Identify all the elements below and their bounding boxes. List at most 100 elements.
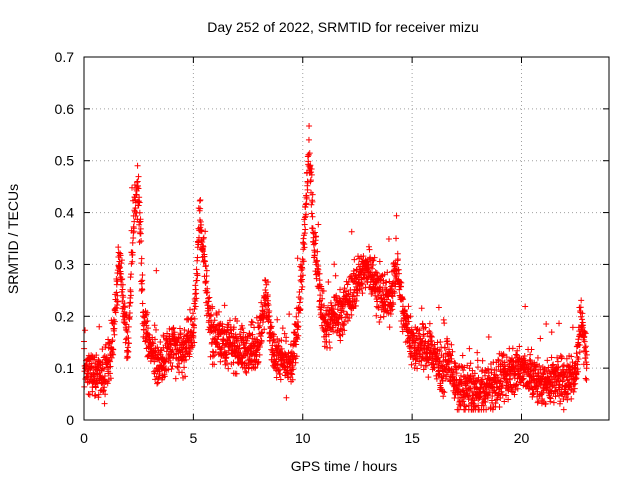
data-point — [130, 225, 137, 232]
data-point — [579, 316, 586, 323]
data-point — [496, 392, 503, 399]
x-tick-label: 0 — [80, 430, 88, 446]
data-point — [217, 330, 224, 337]
data-point — [474, 364, 481, 371]
data-point — [507, 372, 514, 379]
data-point — [501, 359, 508, 366]
data-point — [577, 313, 584, 320]
data-point — [268, 323, 275, 330]
data-point — [330, 328, 337, 335]
data-point — [315, 221, 322, 228]
data-point — [118, 276, 125, 283]
data-point — [127, 299, 134, 306]
data-point — [447, 351, 454, 358]
data-point — [448, 355, 455, 362]
data-point — [494, 374, 501, 381]
data-point — [319, 295, 326, 302]
data-point — [436, 357, 443, 364]
data-point — [87, 363, 94, 370]
data-point — [302, 214, 309, 221]
data-point — [153, 326, 160, 333]
data-point — [497, 377, 504, 384]
data-point — [577, 304, 584, 311]
grid-lines — [84, 57, 609, 420]
data-point — [576, 342, 583, 349]
data-point — [111, 325, 118, 332]
data-point — [295, 332, 302, 339]
data-point — [398, 317, 405, 324]
data-point — [416, 327, 423, 334]
data-point — [233, 370, 240, 377]
data-point — [357, 281, 364, 288]
data-point — [151, 370, 158, 377]
data-point — [534, 399, 541, 406]
data-point — [332, 272, 339, 279]
data-point — [359, 290, 366, 297]
data-point — [334, 306, 341, 313]
y-tick-label: 0 — [66, 412, 74, 428]
data-point — [101, 366, 108, 373]
data-point — [118, 270, 125, 277]
data-point — [110, 351, 117, 358]
data-point — [372, 269, 379, 276]
data-point — [194, 272, 201, 279]
data-point — [115, 244, 122, 251]
data-point — [353, 292, 360, 299]
data-point — [239, 325, 246, 332]
data-point — [281, 330, 288, 337]
data-point — [277, 376, 284, 383]
data-point — [557, 398, 564, 405]
data-point — [213, 311, 220, 318]
data-point — [344, 281, 351, 288]
data-point — [269, 342, 276, 349]
data-point — [144, 309, 151, 316]
data-point — [110, 346, 117, 353]
data-point — [109, 350, 116, 357]
data-point — [412, 360, 419, 367]
data-point — [257, 340, 264, 347]
data-point — [331, 261, 338, 268]
data-point — [332, 311, 339, 318]
data-point — [193, 290, 200, 297]
data-point — [572, 380, 579, 387]
data-point — [582, 355, 589, 362]
data-point — [153, 267, 160, 274]
data-point — [480, 402, 487, 409]
data-point — [346, 314, 353, 321]
data-point — [242, 368, 249, 375]
data-point — [197, 196, 204, 203]
data-point — [482, 372, 489, 379]
data-point — [223, 360, 230, 367]
data-point — [167, 359, 174, 366]
data-point — [427, 329, 434, 336]
data-point — [326, 339, 333, 346]
data-point — [111, 318, 118, 325]
data-point — [492, 400, 499, 407]
data-point — [418, 305, 425, 312]
data-point — [341, 327, 348, 334]
data-point — [449, 348, 456, 355]
data-point — [230, 324, 237, 331]
data-point — [119, 281, 126, 288]
data-point — [539, 389, 546, 396]
data-point — [309, 191, 316, 198]
data-point — [196, 197, 203, 204]
data-point — [278, 337, 285, 344]
x-tick-label: 20 — [514, 430, 530, 446]
data-point — [408, 361, 415, 368]
data-point — [101, 373, 108, 380]
data-point — [479, 357, 486, 364]
data-point — [503, 392, 510, 399]
data-point — [293, 313, 300, 320]
data-point — [301, 244, 308, 251]
data-point — [555, 363, 562, 370]
data-point — [256, 322, 263, 329]
data-point — [325, 279, 332, 286]
data-point — [544, 357, 551, 364]
data-point — [297, 306, 304, 313]
data-point — [418, 357, 425, 364]
data-point — [186, 353, 193, 360]
data-point — [336, 313, 343, 320]
data-point — [299, 272, 306, 279]
y-axis-label: SRMTID / TECUs — [5, 184, 21, 294]
